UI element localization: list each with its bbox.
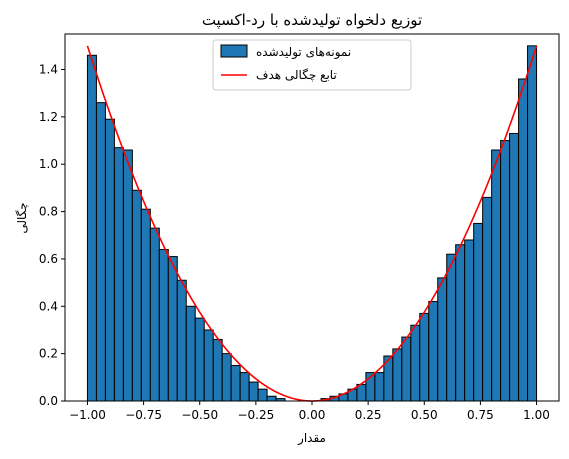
x-tick-label: −0.25 (237, 408, 274, 422)
histogram-bars (86, 45, 538, 402)
histogram-bar (122, 149, 133, 402)
x-tick-label: 0.75 (467, 408, 494, 422)
histogram-bar (401, 336, 412, 402)
x-tick-label: −0.75 (125, 408, 162, 422)
histogram-bar (167, 256, 178, 402)
histogram-bar (203, 329, 214, 402)
histogram-bar (221, 353, 232, 402)
histogram-bar (149, 227, 160, 402)
histogram-bar (437, 277, 448, 402)
y-tick-label: 0.6 (39, 252, 58, 266)
histogram-bar (473, 222, 484, 402)
histogram-bar (194, 317, 205, 402)
x-tick-label: −1.00 (69, 408, 106, 422)
histogram-bar (518, 78, 529, 402)
histogram-bar (95, 102, 106, 402)
y-axis: 0.0 0.2 0.4 0.6 0.8 1.0 1.2 1.4 (39, 63, 65, 408)
y-tick-label: 1.4 (39, 63, 58, 77)
histogram-bar (392, 348, 403, 402)
histogram-bar (212, 338, 223, 402)
histogram-bar (257, 388, 268, 402)
histogram-bar (131, 189, 142, 402)
histogram-bar (158, 248, 169, 402)
histogram-bar (140, 208, 151, 402)
x-tick-label: 0.00 (299, 408, 326, 422)
histogram-bar (428, 301, 439, 402)
y-axis-label: چگالی (15, 202, 29, 233)
y-tick-label: 1.2 (39, 110, 58, 124)
histogram-bar (464, 239, 475, 402)
y-tick-label: 1.0 (39, 157, 58, 171)
histogram-bar (509, 132, 520, 402)
histogram-bar (86, 54, 97, 402)
legend-histogram-swatch (220, 44, 248, 58)
histogram-bar (410, 324, 421, 402)
chart-title: توزیع دلخواه تولیدشده با رد-اکسپت (202, 11, 422, 30)
histogram-bar (230, 364, 241, 402)
histogram-bar (356, 383, 367, 402)
histogram-bar (104, 118, 115, 402)
legend: نمونه‌های تولیدشده تابع چگالی هدف (212, 39, 412, 91)
histogram-bar (239, 372, 250, 402)
histogram-bar (266, 395, 277, 402)
histogram-bar (176, 279, 187, 402)
x-axis: −1.00 −0.75 −0.50 −0.25 0.00 0.25 0.50 0.75 1.00 (69, 401, 550, 422)
x-axis-label: مقدار (297, 431, 326, 446)
histogram-bar (527, 45, 538, 402)
legend-histogram-label: نمونه‌های تولیدشده (256, 45, 351, 60)
histogram-bar (482, 196, 493, 402)
histogram-bar (419, 312, 430, 402)
histogram-bar (455, 244, 466, 402)
legend-line-label: تابع چگالی هدف (256, 68, 337, 82)
histogram-bar (248, 381, 259, 402)
histogram-bar (446, 253, 457, 402)
x-tick-label: 0.50 (411, 408, 438, 422)
y-tick-label: 0.8 (39, 205, 58, 219)
y-tick-label: 0.4 (39, 299, 58, 313)
histogram-bar (374, 372, 385, 402)
legend-box (212, 39, 412, 91)
y-tick-label: 0.0 (39, 394, 58, 408)
y-tick-label: 0.2 (39, 347, 58, 361)
histogram-bar (491, 149, 502, 402)
histogram-bar (185, 305, 196, 402)
x-tick-label: 1.00 (523, 408, 550, 422)
histogram-bar (113, 147, 124, 402)
x-tick-label: −0.50 (181, 408, 218, 422)
x-tick-label: 0.25 (355, 408, 382, 422)
histogram-bar (500, 140, 511, 402)
